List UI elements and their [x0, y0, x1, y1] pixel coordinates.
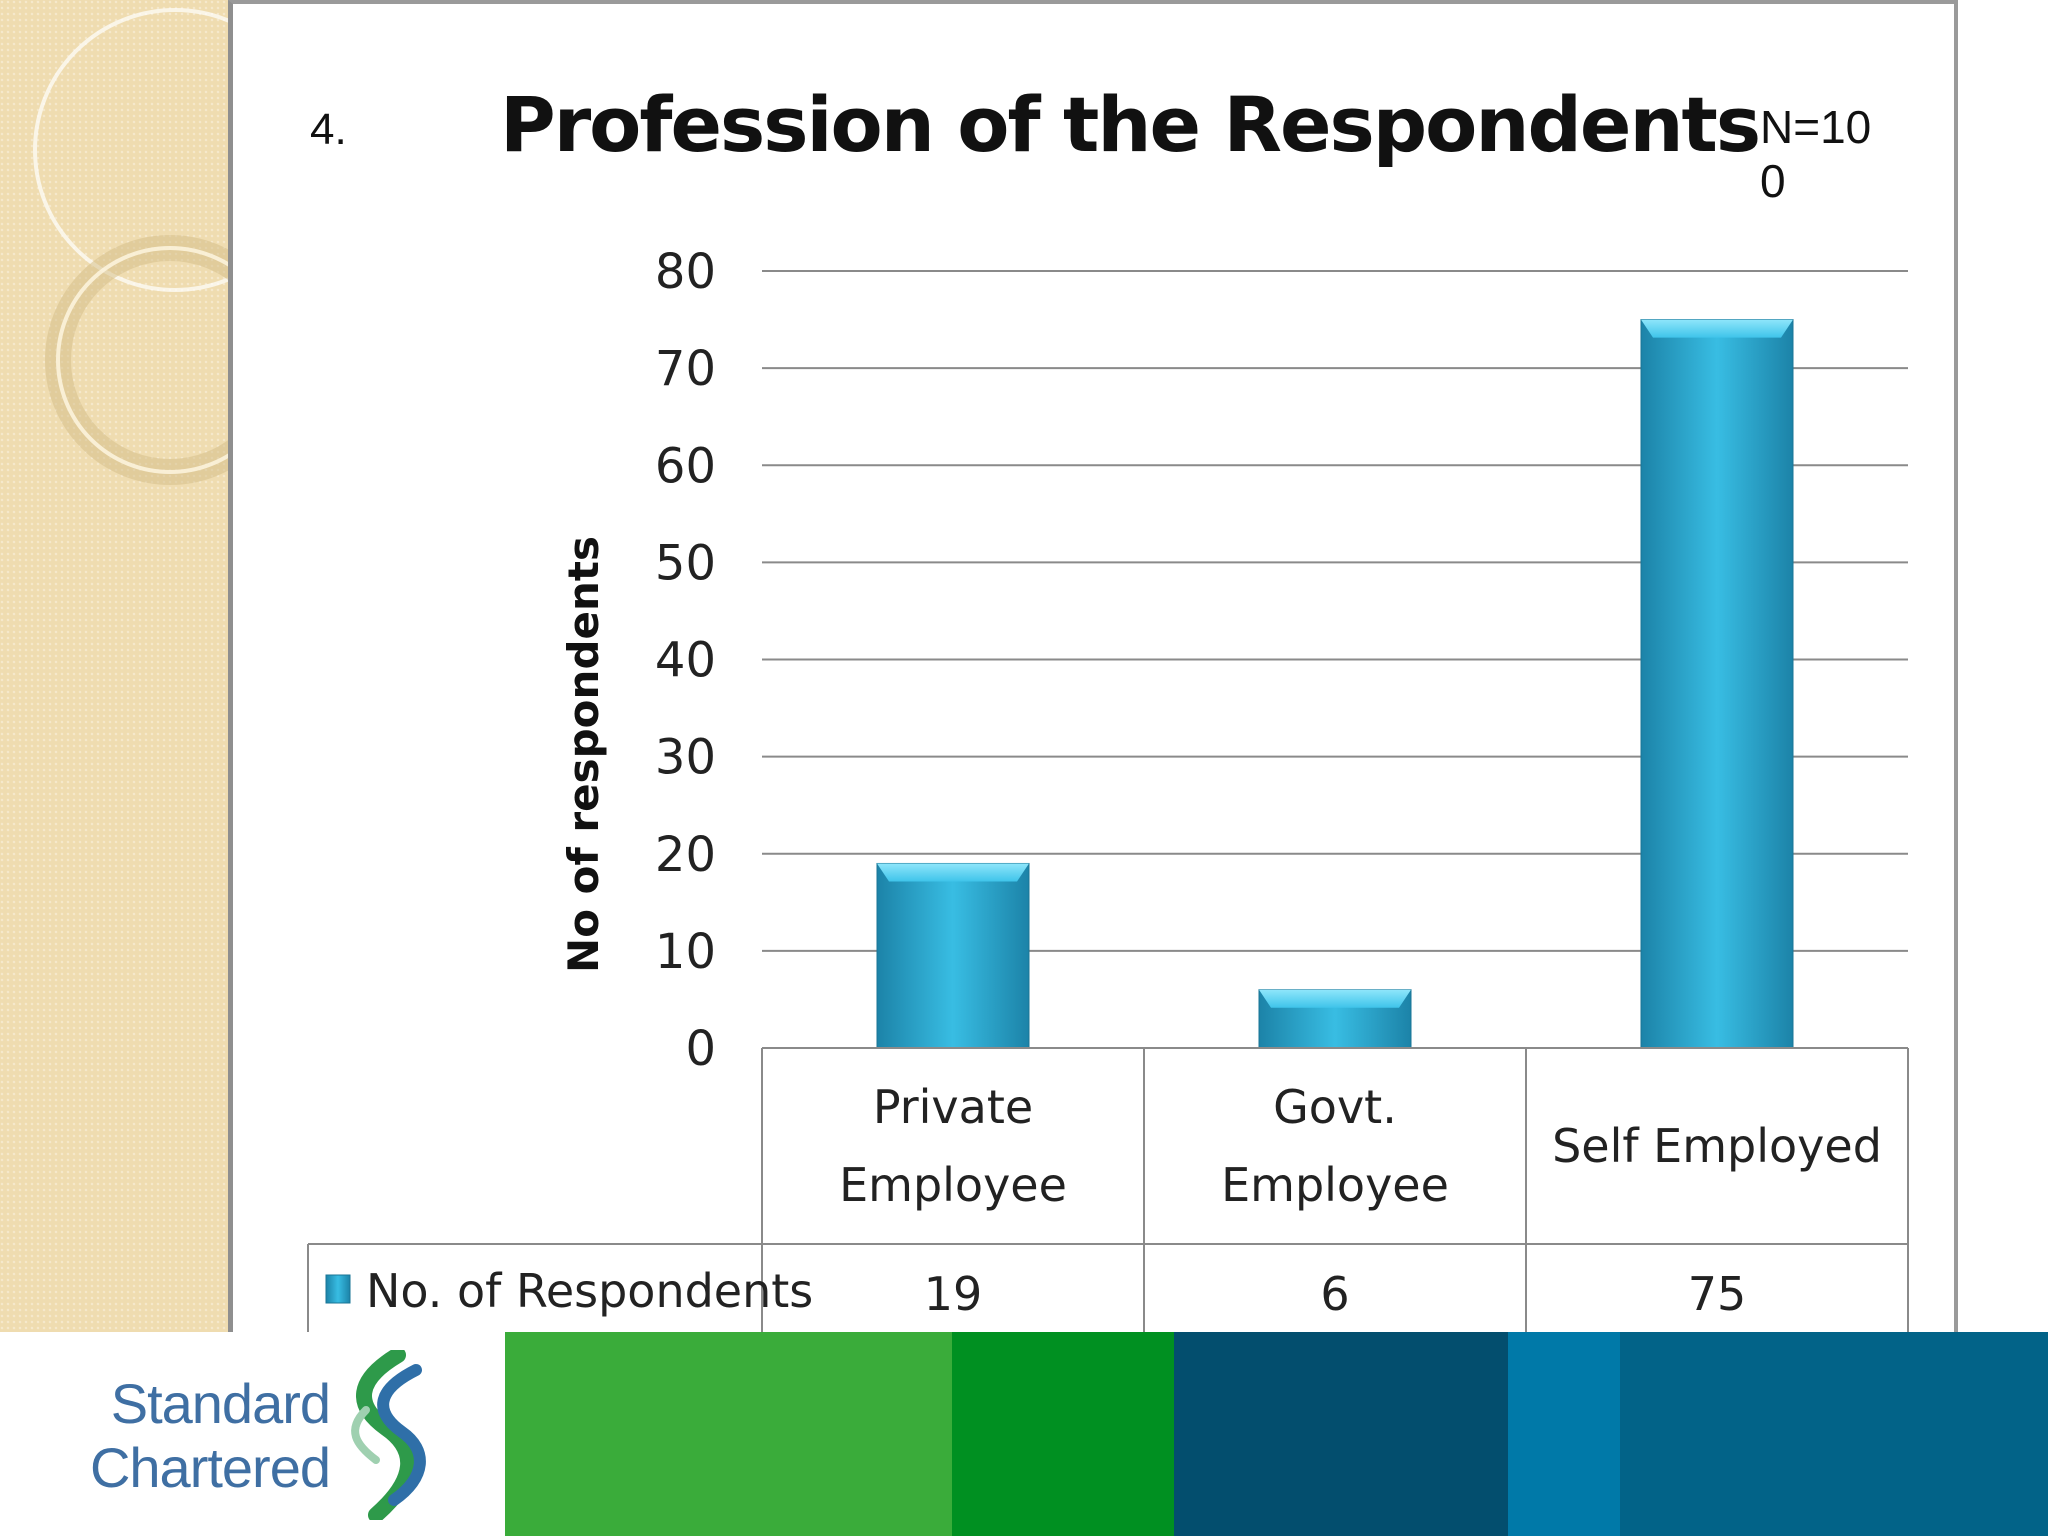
chart-title: Profession of the Respondents: [500, 80, 1761, 169]
y-tick-label: 40: [655, 633, 716, 689]
category-label: Govt.: [1273, 1080, 1397, 1134]
y-tick-label: 60: [655, 438, 716, 494]
y-tick-label: 10: [655, 924, 716, 980]
category-label: Self Employed: [1552, 1119, 1882, 1173]
bar-top: [1641, 319, 1793, 338]
legend-swatch: [325, 1274, 351, 1304]
y-tick-label: 20: [655, 827, 716, 883]
y-tick-label: 80: [655, 244, 716, 300]
bar: [1640, 319, 1794, 1049]
legend-series-name: No. of Respondents: [366, 1264, 813, 1318]
y-tick-label: 70: [655, 341, 716, 397]
slide-number: 4.: [310, 105, 347, 154]
background-decoration: [0, 0, 317, 1332]
footer-bar: Standard Chartered: [0, 1332, 2048, 1536]
footer-stripe: [1174, 1332, 1508, 1536]
logo-text: Standard Chartered: [70, 1372, 331, 1500]
category-label: Employee: [839, 1158, 1067, 1212]
footer-stripe: [505, 1332, 952, 1536]
logo-text-line-2: Chartered: [89, 1436, 331, 1499]
slide-margin: [1958, 0, 2048, 1332]
logo-mark-icon: [351, 1350, 426, 1520]
y-tick-label: 30: [655, 730, 716, 786]
category-label: Private: [873, 1080, 1033, 1134]
company-logo: Standard Chartered: [0, 1332, 505, 1536]
bar-top: [877, 863, 1029, 882]
y-tick-label: 0: [685, 1021, 716, 1077]
y-axis-title: No of respondents: [559, 536, 608, 973]
sample-size-label: N=100: [1760, 101, 1872, 207]
bar: [876, 862, 1030, 1049]
data-value: 75: [1688, 1267, 1747, 1321]
data-value: 19: [924, 1267, 983, 1321]
category-label: Employee: [1221, 1158, 1449, 1212]
footer-stripe: [952, 1332, 1174, 1536]
footer-stripe: [1508, 1332, 1620, 1536]
logo-text-line-1: Standard: [110, 1372, 331, 1435]
bar-chart: 0 10 20 30 40 50 60 70 80 No of respondents Priva…: [307, 244, 1909, 1332]
bar-top: [1259, 989, 1411, 1008]
footer-stripe: [1620, 1332, 2048, 1536]
y-tick-label: 50: [655, 535, 716, 591]
data-value: 6: [1320, 1267, 1349, 1321]
